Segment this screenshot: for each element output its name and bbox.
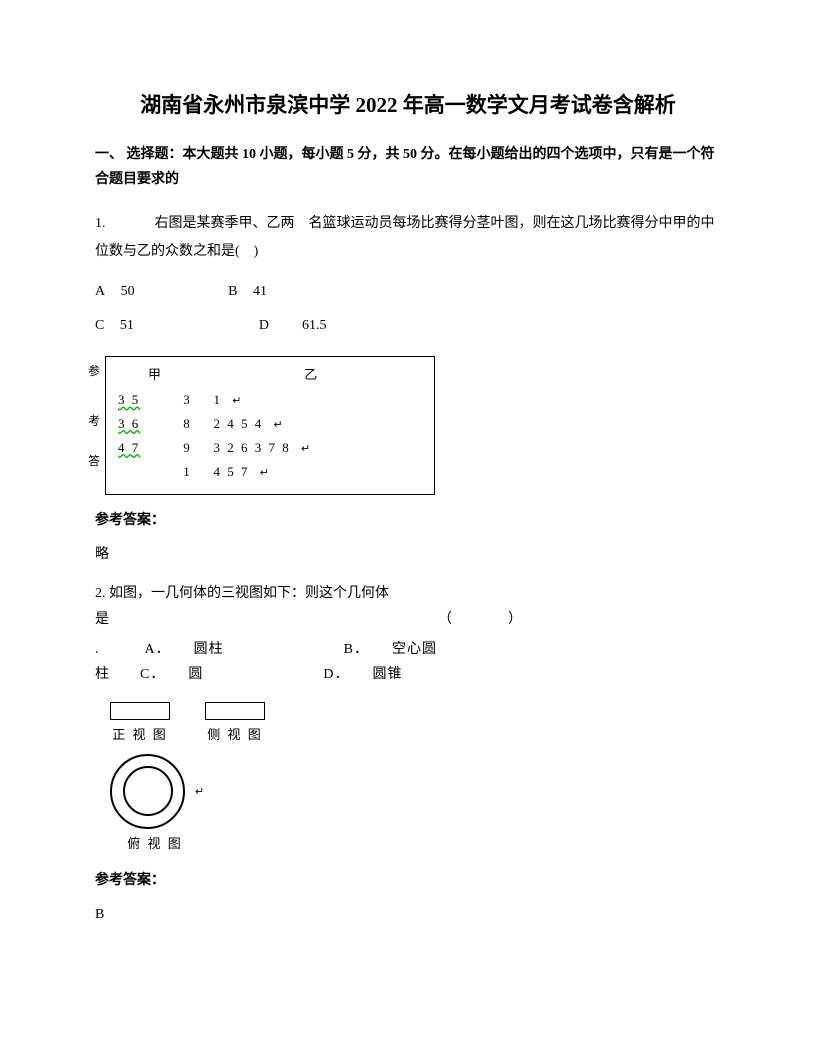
sl-stem: 3 bbox=[183, 390, 208, 411]
q1-answer-label: 参考答案： bbox=[95, 510, 721, 532]
front-view-rect bbox=[110, 702, 170, 720]
side-marker-3: 答 bbox=[88, 452, 100, 471]
option-b-value: 41 bbox=[253, 281, 267, 303]
sl-stem: 8 bbox=[183, 414, 208, 435]
arrow-icon: ↵ bbox=[274, 419, 285, 431]
q2-answer: B bbox=[95, 904, 721, 926]
arrow-icon: ↵ bbox=[301, 443, 312, 455]
q2-text-line1: 如图，一几何体的三视图如下：则这个几何体 bbox=[109, 586, 389, 601]
option-c-label: C bbox=[95, 315, 104, 337]
side-view: 侧 视 图 bbox=[205, 702, 265, 746]
q2-options-line2: 柱 C． 圆 D． 圆锥 bbox=[95, 667, 402, 682]
sl-jia: 4 7 bbox=[118, 438, 178, 459]
option-d-label: D bbox=[259, 315, 269, 337]
arrow-icon: ↵ bbox=[260, 467, 271, 479]
sl-stem: 1 bbox=[183, 462, 208, 483]
sl-yi: 3 2 6 3 7 8 bbox=[214, 438, 291, 459]
arrow-icon: ↵ bbox=[232, 395, 243, 407]
option-d-value: 61.5 bbox=[302, 315, 327, 337]
sl-yi: 4 5 7 bbox=[214, 462, 250, 483]
sl-stem: 9 bbox=[183, 438, 208, 459]
stem-leaf-row: 3 5 3 1 ↵ bbox=[118, 390, 422, 411]
circle-inner bbox=[123, 766, 173, 816]
sl-jia: 3 6 bbox=[118, 414, 178, 435]
top-view-label: 俯 视 图 bbox=[110, 834, 200, 855]
three-view-diagram: 正 视 图 侧 视 图 ↵ 俯 视 图 bbox=[110, 702, 721, 855]
q1-text: 右图是某赛季甲、乙两 名篮球运动员每场比赛得分茎叶图，则在这几场比赛得分中甲的中… bbox=[95, 216, 715, 259]
q2-answer-label: 参考答案： bbox=[95, 870, 721, 892]
stem-leaf-row: 3 6 8 2 4 5 4 ↵ bbox=[118, 414, 422, 435]
section-header: 一、 选择题：本大题共 10 小题，每小题 5 分，共 50 分。在每小题给出的… bbox=[95, 142, 721, 192]
q1-number: 1. bbox=[95, 216, 106, 231]
q2-options-line1: . A． 圆柱 B． 空心圆 bbox=[95, 642, 437, 657]
q1-options-row1: A 50 B 41 bbox=[95, 281, 721, 303]
view-row-top: 正 视 图 侧 视 图 bbox=[110, 702, 721, 746]
top-view: ↵ 俯 视 图 bbox=[110, 754, 200, 855]
stem-leaf-header: 甲 乙 bbox=[118, 365, 422, 386]
stem-leaf-row: 1 4 5 7 ↵ bbox=[118, 462, 422, 483]
sl-yi: 2 4 5 4 bbox=[214, 414, 264, 435]
sl-jia: 3 5 bbox=[118, 390, 178, 411]
option-a-label: A bbox=[95, 281, 105, 303]
stem-leaf-row: 4 7 9 3 2 6 3 7 8 ↵ bbox=[118, 438, 422, 459]
option-b-label: B bbox=[228, 281, 237, 303]
side-view-rect bbox=[205, 702, 265, 720]
q1-answer: 略 bbox=[95, 544, 721, 566]
top-view-circles: ↵ bbox=[110, 754, 185, 829]
sl-yi: 1 bbox=[214, 390, 223, 411]
option-c-value: 51 bbox=[120, 315, 134, 337]
question-2: 2. 如图，一几何体的三视图如下：则这个几何体 是 （ ） bbox=[95, 581, 721, 631]
q2-paren: （ ） bbox=[438, 612, 522, 627]
front-view: 正 视 图 bbox=[110, 702, 170, 746]
side-marker-2: 考 bbox=[88, 412, 100, 431]
q2-number: 2. bbox=[95, 586, 106, 601]
q2-text-line2-prefix: 是 bbox=[95, 612, 109, 627]
q2-options: . A． 圆柱 B． 空心圆 柱 C． 圆 D． 圆锥 bbox=[95, 637, 721, 687]
option-a-value: 50 bbox=[121, 281, 135, 303]
side-marker-1: 参 bbox=[88, 362, 100, 381]
arrow-icon: ↵ bbox=[195, 784, 204, 802]
q1-options-row2: C 51 D 61.5 bbox=[95, 315, 721, 337]
side-view-label: 侧 视 图 bbox=[205, 725, 265, 746]
front-view-label: 正 视 图 bbox=[110, 725, 170, 746]
page-title: 湖南省永州市泉滨中学 2022 年高一数学文月考试卷含解析 bbox=[95, 90, 721, 122]
header-yi: 乙 bbox=[304, 367, 317, 382]
stem-leaf-diagram: 参 考 答 甲 乙 3 5 3 1 ↵ 3 6 8 2 4 5 4 ↵ 4 7 … bbox=[105, 356, 435, 495]
header-jia: 甲 bbox=[148, 367, 161, 382]
question-1: 1. 右图是某赛季甲、乙两 名篮球运动员每场比赛得分茎叶图，则在这几场比赛得分中… bbox=[95, 210, 721, 266]
